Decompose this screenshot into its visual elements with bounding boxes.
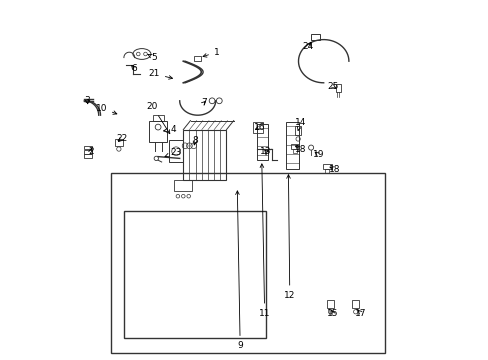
Bar	[123, 211, 265, 338]
Text: 9: 9	[235, 191, 243, 350]
Text: 21: 21	[148, 69, 172, 79]
Text: 16: 16	[253, 123, 264, 132]
Bar	[194, 56, 201, 61]
Bar	[310, 34, 320, 40]
Bar	[149, 121, 167, 142]
Text: 1: 1	[203, 48, 219, 57]
Text: 23: 23	[164, 148, 182, 157]
Bar	[352, 300, 358, 308]
Text: 17: 17	[355, 309, 366, 318]
Text: 18: 18	[328, 165, 340, 174]
Bar	[84, 150, 92, 154]
Text: 2: 2	[88, 147, 93, 156]
Text: 10: 10	[95, 104, 117, 114]
Text: 22: 22	[116, 134, 127, 143]
Bar	[336, 84, 340, 92]
Text: 18: 18	[294, 145, 306, 154]
Bar	[84, 146, 92, 149]
Bar	[292, 149, 296, 153]
Bar	[183, 130, 226, 180]
Text: 8: 8	[192, 136, 198, 145]
Text: 3: 3	[84, 96, 90, 105]
Text: 15: 15	[326, 309, 338, 318]
Bar	[325, 169, 329, 173]
Text: 13: 13	[260, 147, 271, 156]
Bar	[168, 140, 183, 162]
Text: 6: 6	[131, 64, 137, 73]
Bar	[322, 164, 331, 169]
Text: 24: 24	[302, 42, 313, 51]
Text: 14: 14	[294, 118, 305, 131]
Text: 19: 19	[312, 150, 324, 159]
Bar	[285, 122, 298, 169]
Text: 20: 20	[146, 102, 169, 134]
Bar	[152, 115, 163, 121]
Bar	[326, 300, 333, 308]
Bar	[174, 180, 192, 191]
Bar	[257, 124, 267, 160]
Text: 4: 4	[163, 125, 176, 134]
Bar	[111, 173, 384, 353]
Text: 11: 11	[258, 164, 270, 318]
Text: 12: 12	[284, 175, 295, 300]
Text: 7: 7	[201, 98, 206, 107]
Bar	[253, 122, 262, 133]
Text: 25: 25	[326, 82, 338, 91]
Bar	[290, 144, 299, 149]
Bar	[115, 139, 122, 146]
Bar	[294, 126, 301, 135]
Text: 5: 5	[147, 53, 156, 62]
Bar	[84, 154, 92, 158]
